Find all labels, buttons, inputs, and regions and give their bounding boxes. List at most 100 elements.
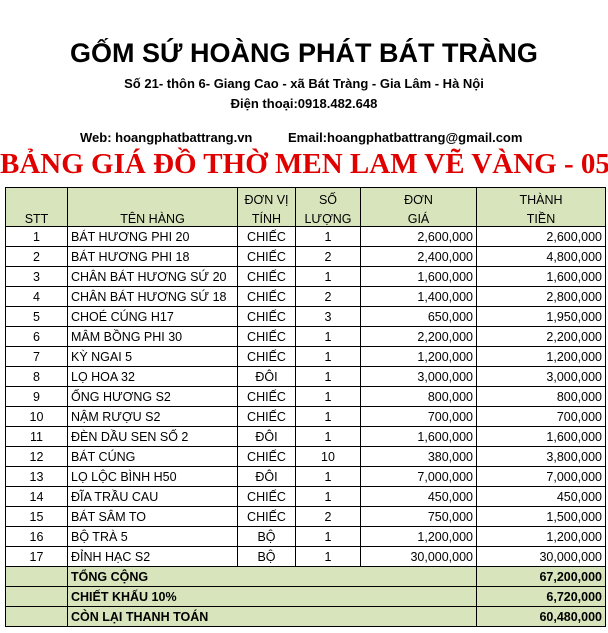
row: 9 ỐNG HƯƠNG S2 CHIẾC 1 800,000 800,000 xyxy=(5,386,606,407)
cell: 1,950,000 xyxy=(476,306,606,327)
cell: 2 xyxy=(295,246,361,267)
summary-row: CÒN LẠI THANH TOÁN 60,480,000 xyxy=(5,606,606,627)
cell: CHIẾC xyxy=(237,306,296,327)
cell: CHIẾC xyxy=(237,326,296,347)
cell: CHOÉ CÚNG H17 xyxy=(67,306,238,327)
cell: 1 xyxy=(295,346,361,367)
cell: 12 xyxy=(5,446,68,467)
cell: 450,000 xyxy=(360,486,477,507)
cell: 1 xyxy=(295,326,361,347)
cell: 7,000,000 xyxy=(476,466,606,487)
row: 10 NẬM RƯỢU S2 CHIẾC 1 700,000 700,000 xyxy=(5,406,606,427)
cell: BỘ xyxy=(237,526,296,547)
cell: ỐNG HƯƠNG S2 xyxy=(67,386,238,407)
cell: 6 xyxy=(5,326,68,347)
cell: 650,000 xyxy=(360,306,477,327)
column-header: STT xyxy=(5,207,68,227)
cell: 800,000 xyxy=(360,386,477,407)
cell: 17 xyxy=(5,546,68,567)
cell xyxy=(5,606,68,627)
cell: 450,000 xyxy=(476,486,606,507)
summary-value: 6,720,000 xyxy=(476,586,606,607)
row: 17 ĐỈNH HẠC S2 BỘ 1 30,000,000 30,000,000 xyxy=(5,546,606,567)
row: 5 CHOÉ CÚNG H17 CHIẾC 3 650,000 1,950,000 xyxy=(5,306,606,327)
header-row: ĐƠN VỊ SỐ ĐƠN THÀNH xyxy=(5,187,606,207)
column-header: TIỀN xyxy=(476,207,606,227)
cell: 16 xyxy=(5,526,68,547)
cell: ĐÔI xyxy=(237,426,296,447)
cell: 1 xyxy=(295,386,361,407)
row: 6 MÂM BỒNG PHI 30 CHIẾC 1 2,200,000 2,200,000 xyxy=(5,326,606,347)
row: 8 LỌ HOA 32 ĐÔI 1 3,000,000 3,000,000 xyxy=(5,366,606,387)
row: 13 LỌ LỘC BÌNH H50 ĐÔI 1 7,000,000 7,000,000 xyxy=(5,466,606,487)
cell: CHIẾC xyxy=(237,226,296,247)
web: Web: hoangphatbattrang.vn xyxy=(80,130,253,145)
column-header: THÀNH xyxy=(476,187,606,207)
row: 14 ĐĨA TRẦU CAU CHIẾC 1 450,000 450,000 xyxy=(5,486,606,507)
cell: CHIẾC xyxy=(237,406,296,427)
cell: 1,500,000 xyxy=(476,506,606,527)
cell: 1 xyxy=(295,366,361,387)
cell: 1,200,000 xyxy=(360,346,477,367)
column-header xyxy=(5,187,68,207)
cell: 4,800,000 xyxy=(476,246,606,267)
cell: BÁT SÂM TO xyxy=(67,506,238,527)
cell: CHIẾC xyxy=(237,386,296,407)
cell: 3 xyxy=(295,306,361,327)
column-header: LƯỢNG xyxy=(295,207,361,227)
cell: 750,000 xyxy=(360,506,477,527)
cell: 2,200,000 xyxy=(360,326,477,347)
cell: KỲ NGAI 5 xyxy=(67,346,238,367)
cell: 1 xyxy=(295,546,361,567)
cell: 9 xyxy=(5,386,68,407)
header-row: STT TÊN HÀNG TÍNH LƯỢNG GIÁ TIỀN xyxy=(5,207,606,227)
summary-value: 67,200,000 xyxy=(476,566,606,587)
cell: CHIẾC xyxy=(237,486,296,507)
cell: 1,600,000 xyxy=(360,426,477,447)
cell: 4 xyxy=(5,286,68,307)
cell: 1,200,000 xyxy=(476,346,606,367)
cell: 2,800,000 xyxy=(476,286,606,307)
cell: 8 xyxy=(5,366,68,387)
cell: 1,400,000 xyxy=(360,286,477,307)
cell: 1,200,000 xyxy=(360,526,477,547)
cell: MÂM BỒNG PHI 30 xyxy=(67,326,238,347)
cell: 15 xyxy=(5,506,68,527)
cell: 1,600,000 xyxy=(360,266,477,287)
cell: 1 xyxy=(5,226,68,247)
cell: 2,200,000 xyxy=(476,326,606,347)
cell: 2,600,000 xyxy=(476,226,606,247)
row: 4 CHÂN BÁT HƯƠNG SỨ 18 CHIẾC 2 1,400,000 2,80… xyxy=(5,286,606,307)
cell: CHIẾC xyxy=(237,246,296,267)
summary-row: TỔNG CỘNG 67,200,000 xyxy=(5,566,606,587)
cell: 3,000,000 xyxy=(360,366,477,387)
cell: CHIẾC xyxy=(237,346,296,367)
column-header: ĐƠN VỊ xyxy=(237,187,296,207)
row: 3 CHÂN BÁT HƯƠNG SỨ 20 CHIẾC 1 1,600,000 1,60… xyxy=(5,266,606,287)
cell xyxy=(5,566,68,587)
cell: ĐÔI xyxy=(237,466,296,487)
column-header: ĐƠN xyxy=(360,187,477,207)
row: 11 ĐÈN DẦU SEN SỐ 2 ĐÔI 1 1,600,000 1,600,000 xyxy=(5,426,606,447)
cell: BỘ xyxy=(237,546,296,567)
row: 7 KỲ NGAI 5 CHIẾC 1 1,200,000 1,200,000 xyxy=(5,346,606,367)
cell: ĐỈNH HẠC S2 xyxy=(67,546,238,567)
cell xyxy=(5,586,68,607)
summary-value: 60,480,000 xyxy=(476,606,606,627)
summary-label: CÒN LẠI THANH TOÁN xyxy=(67,606,477,627)
cell: 800,000 xyxy=(476,386,606,407)
cell: 1,200,000 xyxy=(476,526,606,547)
cell: 3,000,000 xyxy=(476,366,606,387)
cell: 5 xyxy=(5,306,68,327)
row: 12 BÁT CÚNG CHIẾC 10 380,000 3,800,000 xyxy=(5,446,606,467)
cell: 3 xyxy=(5,266,68,287)
cell: LỌ LỘC BÌNH H50 xyxy=(67,466,238,487)
cell: BỘ TRÀ 5 xyxy=(67,526,238,547)
cell: 1,600,000 xyxy=(476,266,606,287)
cell: CHÂN BÁT HƯƠNG SỨ 20 xyxy=(67,266,238,287)
column-header: TÊN HÀNG xyxy=(67,207,238,227)
column-header xyxy=(67,187,238,207)
cell: 380,000 xyxy=(360,446,477,467)
cell: 2 xyxy=(5,246,68,267)
